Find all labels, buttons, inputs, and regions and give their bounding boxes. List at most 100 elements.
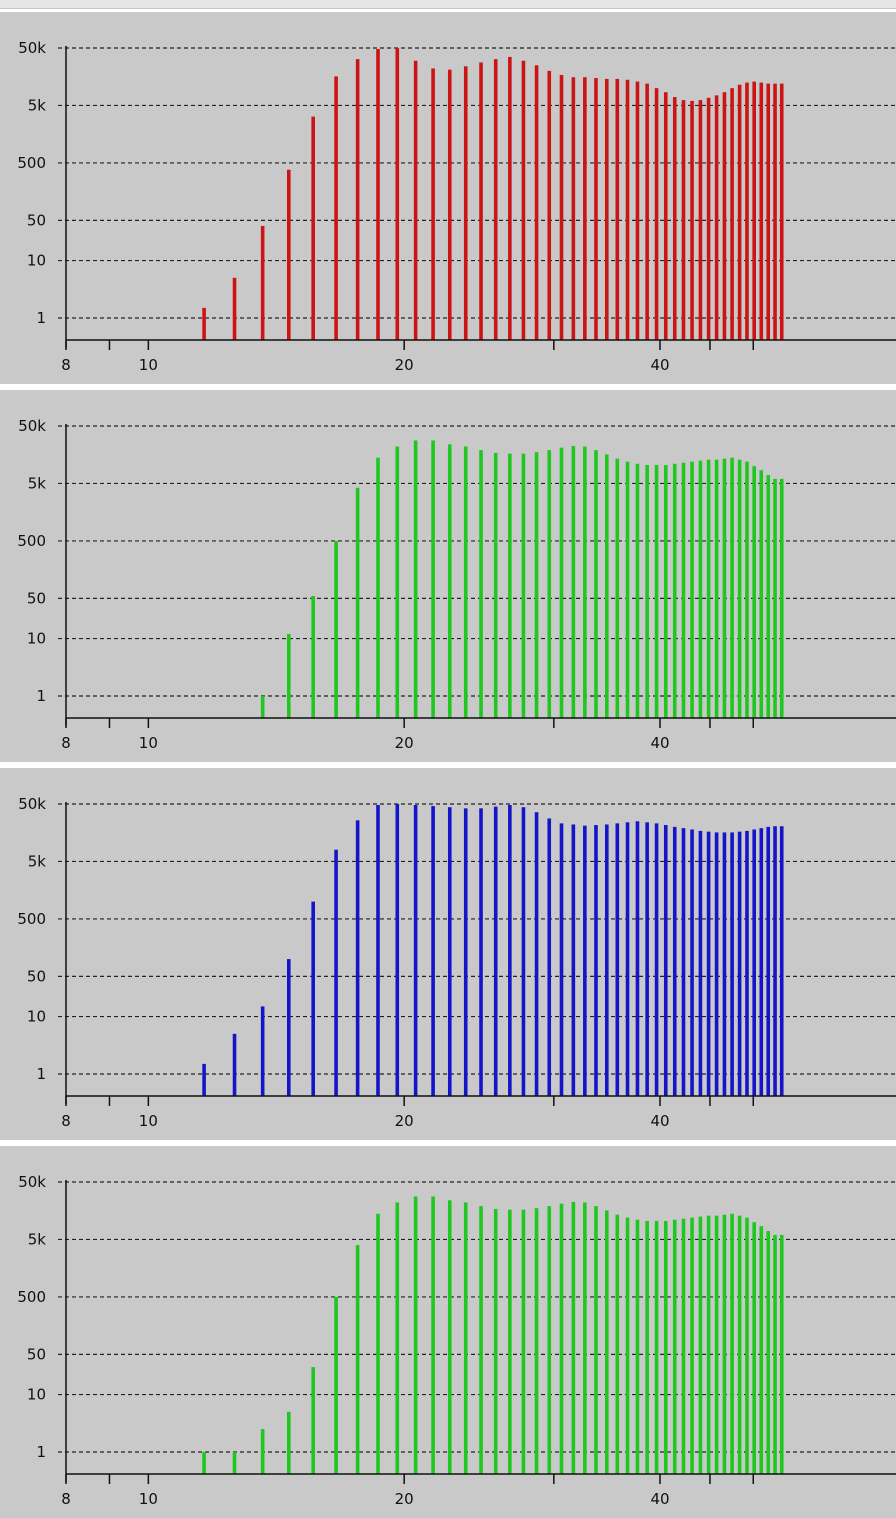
bar-25: [625, 822, 630, 1096]
bar-35: [714, 95, 719, 340]
bar-11: [447, 1200, 452, 1474]
bar-22: [594, 825, 598, 1096]
y-tick-label-4: 5k: [28, 96, 47, 114]
bar-10: [431, 68, 435, 340]
y-tick-label-0: 1: [36, 309, 46, 327]
bar-30: [672, 826, 677, 1096]
bar-14: [493, 806, 498, 1096]
bar-22: [594, 78, 598, 340]
bar-21: [583, 77, 587, 341]
bar-0: [202, 1063, 206, 1096]
x-tick-label-3: 20: [395, 1490, 414, 1508]
bar-18: [547, 70, 552, 341]
bar-39: [759, 470, 764, 718]
x-tick-label-2: 10: [139, 356, 158, 374]
bar-39: [745, 830, 749, 1096]
bar-0: [202, 307, 206, 340]
bar-3: [286, 1411, 291, 1474]
bar-7: [376, 805, 380, 1096]
bar-27: [645, 822, 649, 1096]
bar-13: [479, 808, 483, 1096]
bar-11: [479, 450, 483, 718]
bar-30: [672, 1219, 677, 1474]
bar-30: [672, 97, 677, 340]
bar-33: [698, 1216, 703, 1474]
x-tick-label-0: 8: [61, 356, 71, 374]
y-tick-label-5: 50k: [18, 795, 46, 813]
y-tick-label-4: 5k: [28, 852, 47, 870]
histogram-panel-1: 1 10 50 500 5k 50k 8 10 20 40: [0, 12, 896, 384]
bar-3: [334, 540, 338, 718]
x-tick-label-6: 40: [650, 1490, 669, 1508]
bar-38: [737, 84, 742, 340]
bar-37: [730, 88, 734, 340]
bar-41: [773, 478, 777, 718]
bar-21: [583, 825, 587, 1096]
histogram-chart-3: 1 10 50 500 5k 50k 8 10 20 40: [17, 795, 896, 1130]
y-tick-label-4: 5k: [28, 474, 47, 492]
bar-39: [745, 82, 749, 341]
bar-9: [413, 1196, 418, 1474]
bar-10: [431, 806, 435, 1096]
bar-40: [752, 1222, 756, 1474]
bar-42: [766, 1231, 771, 1474]
bar-16: [547, 450, 552, 718]
bar-1: [232, 277, 237, 340]
bar-32: [690, 100, 694, 340]
bar-20: [571, 824, 576, 1096]
y-tick-label-3: 500: [17, 532, 46, 550]
bar-42: [766, 83, 771, 340]
bar-6: [355, 1245, 360, 1474]
bar-18: [547, 818, 552, 1096]
bar-15: [508, 1209, 512, 1474]
bar-40: [752, 829, 756, 1096]
bar-29: [681, 462, 686, 718]
bar-16: [521, 1209, 526, 1474]
bar-16: [521, 60, 526, 341]
bar-36: [722, 92, 727, 340]
bar-34: [706, 1215, 711, 1474]
bar-5: [334, 76, 338, 341]
x-tick-label-3: 20: [395, 1112, 414, 1130]
bar-17: [534, 812, 539, 1096]
bar-35: [714, 1215, 719, 1474]
bar-27: [663, 464, 668, 718]
bar-27: [645, 83, 649, 340]
bar-25: [625, 1217, 630, 1474]
bar-15: [508, 56, 512, 340]
bar-43: [773, 1234, 777, 1474]
x-tick-label-6: 40: [650, 356, 669, 374]
y-tick-label-3: 500: [17, 1288, 46, 1306]
histogram-chart-1: 1 10 50 500 5k 50k 8 10 20 40: [17, 39, 896, 374]
bar-15: [508, 805, 512, 1096]
bar-13: [479, 1206, 483, 1474]
y-tick-label-5: 50k: [18, 1173, 46, 1191]
bar-10: [431, 1196, 435, 1474]
bar-27: [645, 1220, 649, 1474]
bar-18: [547, 1206, 552, 1474]
bar-10: [463, 446, 468, 718]
bar-38: [752, 466, 756, 718]
bar-41: [759, 1226, 764, 1474]
bar-12: [463, 1202, 468, 1474]
bar-17: [534, 65, 539, 341]
bar-32: [690, 829, 694, 1096]
y-tick-label-5: 50k: [18, 417, 46, 435]
bar-29: [663, 825, 668, 1096]
bar-0: [260, 696, 265, 718]
bar-24: [615, 78, 620, 340]
x-tick-label-0: 8: [61, 1112, 71, 1130]
bar-23: [604, 1210, 609, 1474]
y-tick-label-1: 10: [27, 630, 46, 648]
histogram-chart-4: 1 10 50 500 5k 50k 8 10 20 40: [17, 1173, 896, 1508]
bar-35: [730, 457, 734, 718]
y-tick-label-5: 50k: [18, 39, 46, 57]
bar-15: [534, 452, 539, 718]
bar-13: [479, 62, 483, 340]
y-tick-label-3: 500: [17, 910, 46, 928]
bar-36: [722, 832, 727, 1096]
bar-9: [413, 805, 418, 1096]
bar-26: [635, 81, 640, 340]
bar-17: [534, 1208, 539, 1474]
y-tick-label-0: 1: [36, 1065, 46, 1083]
